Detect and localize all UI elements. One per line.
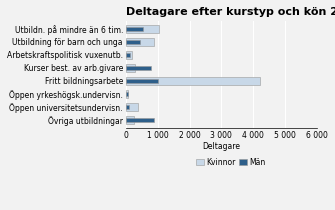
Bar (126, 53, 130, 57)
Bar (126, 105, 129, 109)
Bar (126, 25, 159, 33)
Bar (126, 27, 143, 31)
Text: Deltagare efter kurstyp och kön 2017: Deltagare efter kurstyp och kön 2017 (126, 7, 335, 17)
Bar (126, 118, 154, 122)
Bar (126, 116, 134, 123)
Bar (126, 77, 260, 85)
Bar (126, 64, 135, 72)
Bar (126, 79, 158, 83)
Bar (126, 90, 128, 98)
Bar (126, 38, 154, 46)
Bar (126, 103, 138, 110)
X-axis label: Deltagare: Deltagare (202, 142, 241, 151)
Bar (126, 66, 151, 70)
Bar (126, 40, 140, 44)
Bar (126, 92, 128, 96)
Legend: Kvinnor, Män: Kvinnor, Män (193, 155, 269, 170)
Bar (126, 51, 132, 59)
